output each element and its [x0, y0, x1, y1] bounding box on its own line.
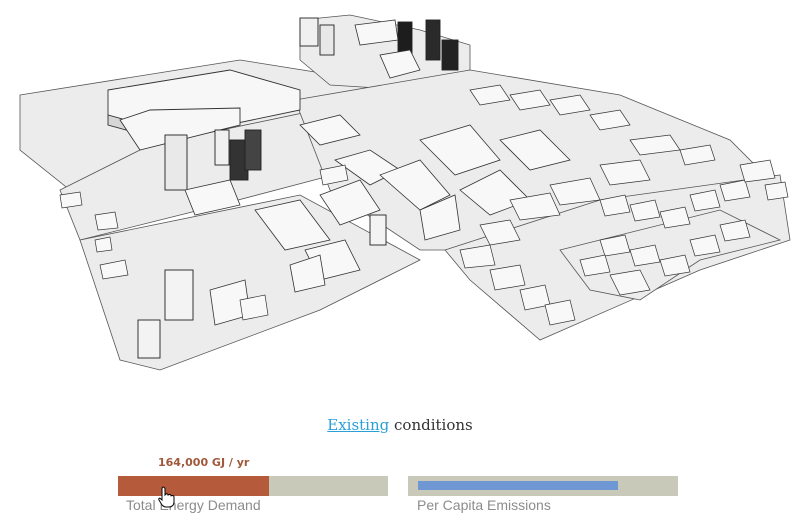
hand-pointer-icon — [158, 486, 175, 508]
caption-suffix: conditions — [389, 416, 473, 434]
per-capita-emissions-meter[interactable] — [408, 476, 678, 496]
scenario-caption: Existing conditions — [0, 416, 800, 434]
city-model-scene — [19, 14, 791, 371]
large-low-building — [107, 69, 301, 151]
mid-rise-buildings — [184, 19, 571, 326]
energy-demand-fill — [118, 476, 270, 496]
per-capita-emissions-fill — [418, 481, 618, 490]
energy-demand-meter[interactable] — [118, 476, 388, 496]
per-capita-emissions-label: Per Capita Emissions — [417, 497, 551, 513]
small-buildings — [59, 164, 349, 321]
row-houses — [459, 84, 789, 326]
energy-demand-label: Total Energy Demand — [126, 497, 261, 513]
existing-link[interactable]: Existing — [327, 416, 390, 434]
energy-value-label: 164,000 GJ / yr — [158, 456, 250, 469]
